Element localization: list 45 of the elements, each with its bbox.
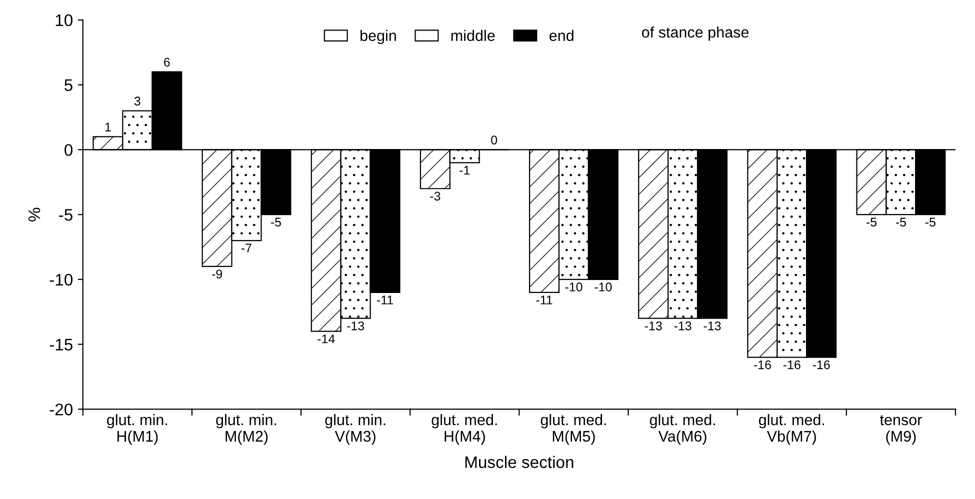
- data-label: -5: [925, 218, 936, 227]
- data-label: -11: [377, 296, 393, 304]
- y-tick-label: -20: [50, 404, 73, 416]
- data-label: 0: [491, 136, 498, 144]
- y-tick-label: -10: [50, 274, 73, 286]
- legend-label: begin: [360, 30, 396, 44]
- data-label: 3: [134, 96, 140, 106]
- data-label: 6: [164, 58, 170, 67]
- x-tick-label: glut. min. H(M1): [107, 414, 168, 445]
- y-axis-title: %: [28, 208, 40, 222]
- annotation: of stance phase: [642, 26, 749, 41]
- data-label: -3: [430, 192, 440, 201]
- data-label: -9: [212, 270, 222, 278]
- data-label: -1: [460, 166, 470, 175]
- legend-label: end: [550, 30, 574, 42]
- y-tick-label: 10: [56, 14, 73, 26]
- data-label: -5: [866, 218, 877, 227]
- y-tick-label: 5: [64, 79, 72, 92]
- data-label: -5: [270, 218, 281, 227]
- data-label: -5: [896, 218, 906, 227]
- y-tick-label: -15: [50, 338, 72, 351]
- data-label: -14: [318, 334, 335, 344]
- x-tick-label: glut. med. M(M5): [540, 414, 606, 445]
- x-tick-label: glut. min. M(M2): [216, 414, 276, 445]
- data-label: -13: [644, 321, 662, 330]
- data-label: -10: [565, 282, 582, 292]
- data-label: -16: [812, 360, 830, 370]
- x-tick-label: glut. med. Vb(M7): [758, 414, 824, 445]
- data-label: -11: [536, 296, 552, 304]
- data-label: 1: [105, 122, 111, 132]
- x-axis-title: Muscle section: [465, 456, 574, 468]
- data-label: -13: [674, 321, 692, 330]
- data-label: -13: [704, 321, 721, 330]
- x-tick-label: tensor (M9): [880, 415, 922, 445]
- y-tick-label: -5: [59, 209, 72, 221]
- x-tick-label: glut. med. H(M4): [432, 414, 497, 445]
- data-label: -7: [241, 244, 252, 252]
- data-label: -13: [347, 321, 364, 330]
- data-label: -10: [594, 282, 612, 292]
- y-tick-label: 0: [64, 144, 72, 156]
- x-tick-label: glut. med. Va(M6): [650, 414, 715, 445]
- data-label: -16: [754, 360, 771, 370]
- legend-label: middle: [451, 30, 495, 42]
- data-label: -16: [783, 360, 800, 370]
- x-tick-label: glut. min. V(M3): [325, 414, 386, 445]
